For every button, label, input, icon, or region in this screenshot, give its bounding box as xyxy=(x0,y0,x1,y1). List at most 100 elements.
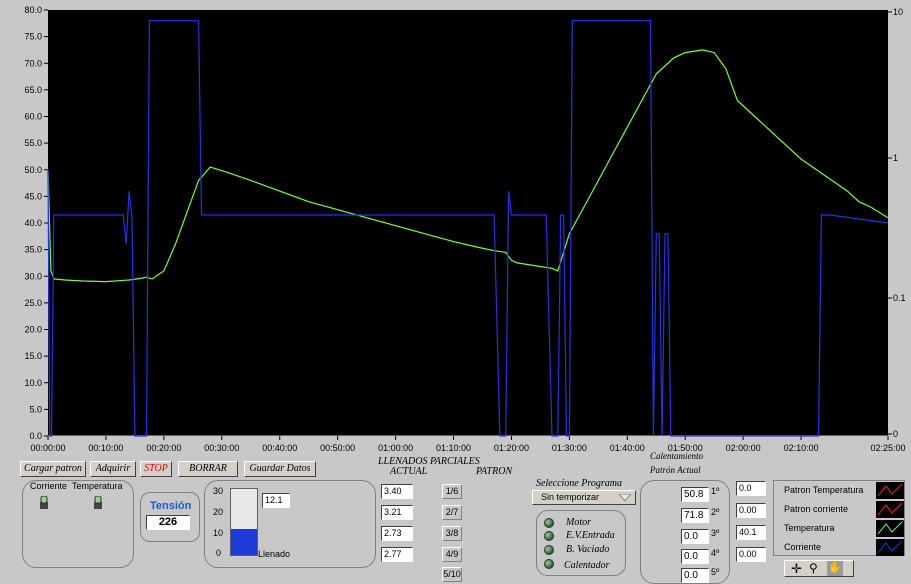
tank-fill xyxy=(231,528,257,555)
legend-label: Patron corriente xyxy=(784,504,849,514)
cal-actual-2: 0.00 xyxy=(736,503,766,518)
adquirir-button[interactable]: Adquirir xyxy=(90,461,136,477)
programa-select[interactable]: Sin temporizar xyxy=(532,490,636,505)
hand-pan-icon[interactable]: ✋ xyxy=(827,561,843,576)
llenado-patron-2: 2/7 xyxy=(442,505,462,520)
llenado-patron-1: 1/6 xyxy=(442,484,462,499)
tank-scale-30: 30 xyxy=(213,486,224,496)
tank-scale-0: 0 xyxy=(216,548,222,558)
y2-tick-label: 0 xyxy=(893,429,898,439)
y-tick-label: 70.0 xyxy=(24,58,42,68)
calentador-label: Calentador xyxy=(564,560,610,571)
crosshair-icon[interactable]: ✛ xyxy=(791,561,802,576)
series-line-temperatura xyxy=(47,49,889,283)
temperatura-switch-label: Temperatura xyxy=(72,481,123,491)
corriente-toggle[interactable] xyxy=(38,496,50,510)
cal-actual-4: 0.00 xyxy=(736,547,766,562)
llenado-actual-4: 2.77 xyxy=(381,547,413,562)
cargar-patron-button[interactable]: Cargar patron xyxy=(20,461,86,477)
chart-legend: Patron Temperatura Patron corriente Temp… xyxy=(773,480,905,556)
legend-item-patron-temperatura[interactable]: Patron Temperatura xyxy=(774,481,906,500)
llenado-patron-5: 5/10 xyxy=(442,567,462,582)
programa-selected: Sin temporizar xyxy=(541,492,600,502)
cal-ordinal-1: 1º xyxy=(711,486,720,496)
legend-label: Corriente xyxy=(784,542,822,552)
legend-swatch xyxy=(876,520,904,537)
graph-palette: ✛ ⚲ ✋ xyxy=(784,560,854,577)
x-tick-label: 01:30:00 xyxy=(552,443,587,453)
stop-button[interactable]: STOP xyxy=(140,461,172,477)
y2-tick-label: 0.1 xyxy=(893,293,906,303)
trend-chart: 80.0 75.0 70.0 65.0 60.0 55.0 50.0 45.0 40.0 35.0… xyxy=(24,5,906,453)
llenado-patron-3: 3/8 xyxy=(442,526,462,541)
patron-header: PATRON xyxy=(476,466,513,477)
ev-entrada-led xyxy=(544,531,554,541)
cal-ordinal-4: 4º xyxy=(711,548,720,558)
corriente-switch-label: Corriente xyxy=(30,481,68,491)
y-tick-label: 60.0 xyxy=(24,112,42,122)
y-tick-label: 35.0 xyxy=(24,245,42,255)
x-tick-label: 02:00:00 xyxy=(726,443,761,453)
cal-patron-2: 71.8 xyxy=(681,508,709,523)
legend-swatch xyxy=(876,539,904,556)
cal-ordinal-2: 2º xyxy=(711,507,720,517)
x-tick-label: 00:00:00 xyxy=(30,443,65,453)
x-tick-label: 01:50:00 xyxy=(668,443,703,453)
x-tick-label: 00:20:00 xyxy=(146,443,181,453)
llenado-patron-4: 4/9 xyxy=(442,547,462,562)
x-tick-label: 00:30:00 xyxy=(204,443,239,453)
legend-item-corriente[interactable]: Corriente xyxy=(774,538,906,557)
tension-value: 226 xyxy=(146,515,190,530)
chevron-down-icon xyxy=(619,494,631,502)
guardar-datos-button[interactable]: Guardar Datos xyxy=(244,461,316,477)
calentador-led xyxy=(544,559,554,569)
legend-swatch xyxy=(876,501,904,518)
cal-ordinal-5: 5º xyxy=(711,567,720,577)
legend-swatch xyxy=(876,482,904,499)
y-tick-label: 25.0 xyxy=(24,298,42,308)
tank-value-box: 12.1 xyxy=(262,493,290,508)
cal-actual-3: 40.1 xyxy=(736,525,766,540)
temperatura-toggle[interactable] xyxy=(92,496,104,510)
y-tick-label: 80.0 xyxy=(24,5,42,15)
x-tick-label: 02:25:00 xyxy=(870,443,905,453)
series-line-corriente xyxy=(47,20,889,437)
y-tick-label: 5.0 xyxy=(29,404,42,414)
legend-label: Temperatura xyxy=(784,523,835,533)
tank-scale-20: 20 xyxy=(213,507,224,517)
x-tick-label: 00:50:00 xyxy=(320,443,355,453)
legend-item-patron-corriente[interactable]: Patron corriente xyxy=(774,500,906,519)
x-tick-label: 01:10:00 xyxy=(436,443,471,453)
b-vaciado-led xyxy=(544,545,554,555)
x-tick-label: 01:20:00 xyxy=(494,443,529,453)
llenado-actual-1: 3.40 xyxy=(381,484,413,499)
x-tick-label: 01:40:00 xyxy=(610,443,645,453)
y-tick-label: 40.0 xyxy=(24,218,42,228)
cal-patron-4: 0.0 xyxy=(681,549,709,564)
ev-entrada-label: E.V.Entrada xyxy=(566,530,615,541)
cal-ordinal-3: 3º xyxy=(711,528,720,538)
tank-scale-10: 10 xyxy=(213,528,224,538)
llenados-parciales-header: LLENADOS PARCIALES xyxy=(378,456,480,467)
motor-led xyxy=(544,518,554,528)
y-tick-label: 20.0 xyxy=(24,325,42,335)
legend-item-temperatura[interactable]: Temperatura xyxy=(774,519,906,538)
cal-patron-1: 50.8 xyxy=(681,487,709,502)
calentamiento-header: Calentamiento xyxy=(650,451,703,461)
b-vaciado-label: B. Vaciado xyxy=(566,544,610,555)
switch-panel xyxy=(22,480,134,568)
llenado-actual-2: 3.21 xyxy=(381,505,413,520)
x-tick-label: 00:10:00 xyxy=(88,443,123,453)
y-tick-label: 30.0 xyxy=(24,271,42,281)
y-tick-label: 15.0 xyxy=(24,351,42,361)
borrar-button[interactable]: BORRAR xyxy=(178,461,238,477)
legend-label: Patron Temperatura xyxy=(784,485,864,495)
y-tick-label: 55.0 xyxy=(24,138,42,148)
x-tick-label: 01:00:00 xyxy=(378,443,413,453)
x-tick-label: 02:10:00 xyxy=(784,443,819,453)
zoom-icon[interactable]: ⚲ xyxy=(809,561,818,575)
y-tick-label: 0.0 xyxy=(29,431,42,441)
plot-area xyxy=(48,10,888,436)
y-tick-label: 45.0 xyxy=(24,191,42,201)
y-tick-label: 10.0 xyxy=(24,378,42,388)
